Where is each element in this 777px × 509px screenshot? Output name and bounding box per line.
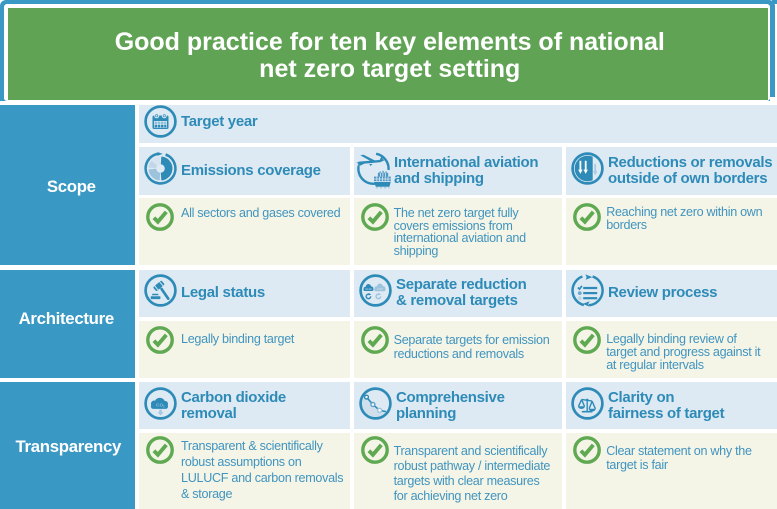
svg-text:GHG: GHG: [365, 287, 372, 291]
svg-text:2: 2: [163, 404, 165, 408]
svg-text:CO: CO: [156, 402, 164, 408]
svg-text:CO2: CO2: [377, 287, 383, 291]
